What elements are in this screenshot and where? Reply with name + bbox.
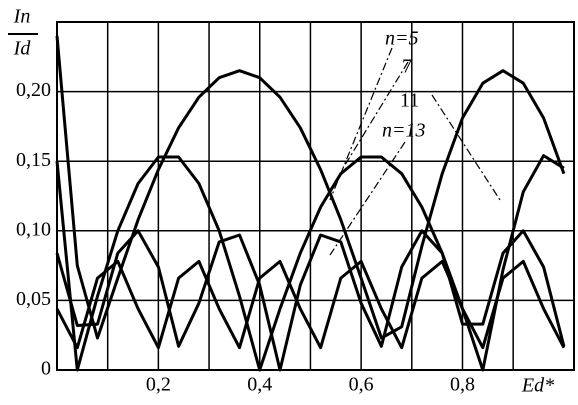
y-tick-label: 0,15 [16,149,51,171]
leader-lines [329,47,501,256]
annotation: n=5 [385,28,419,50]
annotation: 7 [402,56,412,78]
x-tick-label: 0,8 [450,374,475,396]
x-label: Ed* [521,375,554,397]
x-tick-label: 0,2 [146,374,171,396]
annotation: 11 [400,90,419,112]
y-label-bottom: Id [13,38,32,60]
leader-line [329,47,393,201]
x-tick-label: 0,6 [349,374,374,396]
y-label-top: In [13,6,31,28]
leader-line [431,94,501,201]
series-line [55,154,565,372]
series-line [55,35,566,340]
y-tick-label: 0,05 [16,288,51,310]
leader-line [329,141,406,256]
x-tick-label: 0,4 [247,374,272,396]
y-tick-label: 0,10 [16,218,51,240]
series-line [55,259,566,350]
y-tick-label: 0 [41,358,51,380]
leader-line [344,61,409,166]
annotation: n=13 [382,120,426,142]
series-line [55,229,566,372]
y-tick-label: 0,20 [16,79,51,101]
